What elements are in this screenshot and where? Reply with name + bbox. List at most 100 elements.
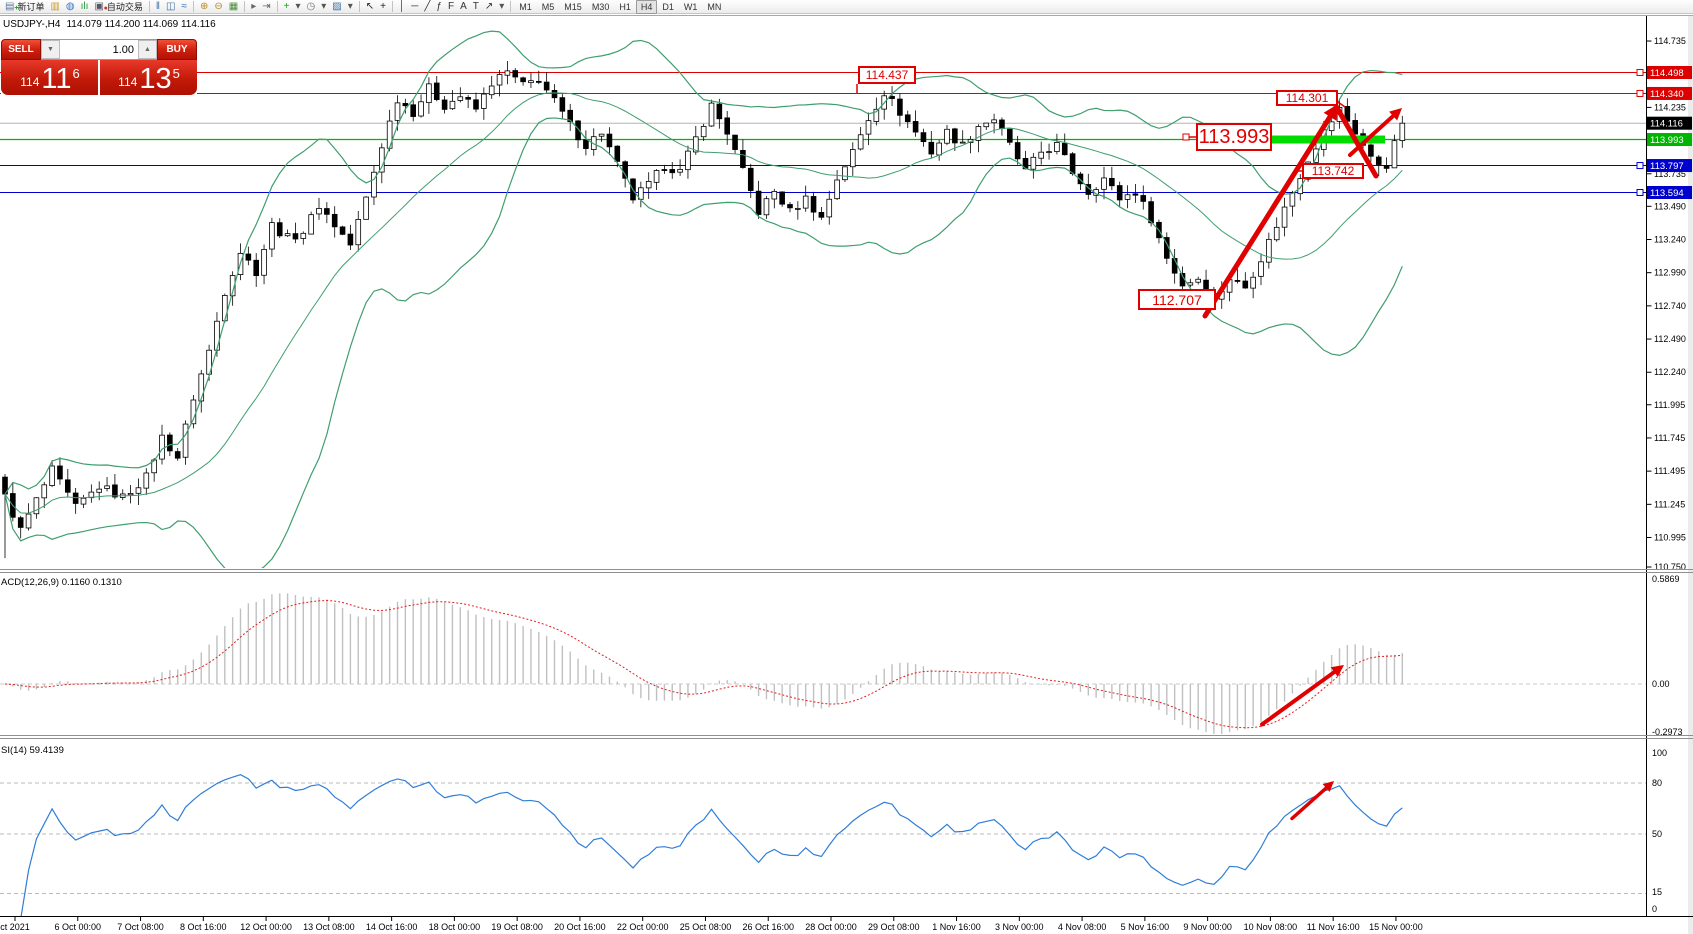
zoom-out-icon[interactable]: ⊖ xyxy=(211,0,225,13)
crosshair-icon[interactable]: + xyxy=(377,0,389,13)
macd-arrow-head[interactable] xyxy=(1330,665,1344,677)
level-endpoint-marker[interactable] xyxy=(1636,89,1644,97)
fibonacci-icon[interactable]: F xyxy=(445,0,457,13)
cursor-icon[interactable]: ↖ xyxy=(363,0,377,13)
macd-axis-label: -0.2973 xyxy=(1652,727,1683,737)
price-annotation-box[interactable]: 113.993 xyxy=(1196,123,1272,151)
timeframe-m5[interactable]: M5 xyxy=(541,1,555,12)
macd-histogram-bar xyxy=(1315,669,1317,684)
tile-windows-icon[interactable]: ▦ xyxy=(226,0,241,13)
zoom-in-icon[interactable]: ⊕ xyxy=(197,0,211,13)
rsi-arrow[interactable] xyxy=(1290,786,1328,821)
timeframe-h4[interactable]: H4 xyxy=(635,0,658,14)
add-indicator-icon[interactable]: + xyxy=(281,0,293,13)
candle xyxy=(614,145,621,162)
period-dropdown-caret-icon[interactable]: ▾ xyxy=(318,0,329,13)
new-order-button[interactable]: ▤ + 新订单 xyxy=(2,0,47,13)
macd-histogram-bar xyxy=(1142,684,1144,704)
buy-button[interactable]: BUY xyxy=(157,39,197,60)
level-endpoint-marker[interactable] xyxy=(1636,68,1644,76)
bar-chart-icon[interactable]: ǁ xyxy=(153,0,163,13)
macd-histogram-bar xyxy=(663,684,666,701)
chart-shift-icon: ⇥ xyxy=(262,0,271,12)
macd-histogram-bar xyxy=(577,658,579,684)
equidistant-channel-icon[interactable]: ƒ xyxy=(433,0,445,13)
candlestick-chart-icon[interactable]: ◫ xyxy=(163,0,178,13)
panel-separators[interactable] xyxy=(0,569,1693,917)
level-endpoint-marker[interactable] xyxy=(1636,162,1644,170)
candle xyxy=(167,434,173,452)
price-annotation-box[interactable]: 114.301 xyxy=(1276,90,1338,106)
period-clock-icon[interactable]: ◷ xyxy=(304,0,319,13)
template-dropdown-caret-icon[interactable]: ▾ xyxy=(345,0,356,13)
price-annotation-box[interactable]: 114.437 xyxy=(858,66,916,84)
rally-up-arrow[interactable] xyxy=(1202,114,1333,319)
text-icon[interactable]: A xyxy=(457,0,470,13)
chart-title: USDJPY-,H4 114.079 114.200 114.069 114.11… xyxy=(3,19,216,30)
signal-icon[interactable]: ılı xyxy=(78,0,92,13)
candle xyxy=(763,198,770,216)
macd-histogram-bar xyxy=(27,684,30,691)
market-watch-icon[interactable]: ▥ xyxy=(47,0,62,13)
level-endpoint-marker[interactable] xyxy=(1636,188,1644,196)
candle xyxy=(677,169,683,173)
timeframe-h1[interactable]: H1 xyxy=(619,1,631,12)
volume-increase-button[interactable]: ▲ xyxy=(138,40,157,59)
volume-decrease-button[interactable]: ▼ xyxy=(41,40,60,59)
price-axis-tick: 110.995 xyxy=(1654,533,1686,543)
candle xyxy=(363,196,369,220)
timeframe-m30[interactable]: M30 xyxy=(591,1,610,12)
macd-histogram-bar xyxy=(59,681,61,684)
continuation-arrow-head[interactable] xyxy=(1389,108,1402,121)
text-label-icon[interactable]: T xyxy=(470,0,482,13)
momentum-highlight-bar[interactable] xyxy=(1240,135,1385,144)
macd-histogram-bar xyxy=(255,601,257,684)
price-annotation-box[interactable]: 112.707 xyxy=(1138,289,1216,310)
trend-arrows[interactable] xyxy=(1202,103,1402,319)
candle xyxy=(551,89,558,99)
macd-histogram-bar xyxy=(1393,654,1396,684)
rsi-arrow-head[interactable] xyxy=(1322,781,1334,792)
price-axis-tick: 112.240 xyxy=(1654,367,1686,377)
timeframe-w1[interactable]: W1 xyxy=(683,1,698,12)
candle xyxy=(952,128,958,144)
macd-histogram-bar xyxy=(993,672,995,684)
vertical-line-icon[interactable]: │ xyxy=(396,0,408,13)
price-annotation-box[interactable]: 113.742 xyxy=(1302,163,1364,179)
auto-scroll-icon[interactable]: ▸ xyxy=(248,0,259,13)
macd-histogram-bar xyxy=(420,598,422,684)
pullback-line[interactable] xyxy=(1333,103,1379,179)
candle xyxy=(57,465,63,480)
macd-histogram-bar xyxy=(365,616,367,684)
horizontal-line-icon[interactable]: ─ xyxy=(408,0,421,13)
macd-histogram-bar xyxy=(302,596,304,684)
toolbar-separator xyxy=(510,1,512,12)
chart-shift-icon[interactable]: ⇥ xyxy=(259,0,273,13)
auto-trading-button[interactable]: ▣ ● 自动交易 xyxy=(91,0,145,13)
trendline-icon[interactable]: ╱ xyxy=(421,0,433,13)
arrows-object-icon[interactable]: ↗ xyxy=(482,0,496,13)
candle xyxy=(292,233,299,240)
macd-histogram-bar xyxy=(938,671,940,684)
template-icon[interactable]: ▨ xyxy=(329,0,344,13)
indicator-dropdown-caret-icon[interactable]: ▾ xyxy=(293,0,304,13)
sell-button[interactable]: SELL xyxy=(1,39,41,60)
volume-input[interactable]: 1.00 xyxy=(112,43,134,56)
continuation-arrow[interactable] xyxy=(1348,114,1396,157)
candle xyxy=(96,488,103,493)
timeframe-mn[interactable]: MN xyxy=(707,1,722,12)
line-chart-icon[interactable]: ≈ xyxy=(179,0,191,13)
highlight[interactable] xyxy=(1240,135,1385,144)
macd-arrow[interactable] xyxy=(1260,670,1337,727)
bollinger-lower-band xyxy=(4,117,1403,568)
timeframe-m1[interactable]: M1 xyxy=(519,1,532,12)
buy-price-display[interactable]: 114 13 5 xyxy=(100,60,197,95)
arrows-object-icon: ↗ xyxy=(484,0,494,12)
contacts-icon[interactable]: ◍ xyxy=(63,0,78,13)
objects-dropdown-caret-icon[interactable]: ▾ xyxy=(496,0,507,13)
macd-histogram-bar xyxy=(1362,645,1364,684)
timeframe-m15[interactable]: M15 xyxy=(564,1,582,12)
sell-price-display[interactable]: 114 11 6 xyxy=(1,60,98,95)
timeframe-d1[interactable]: D1 xyxy=(662,1,674,12)
